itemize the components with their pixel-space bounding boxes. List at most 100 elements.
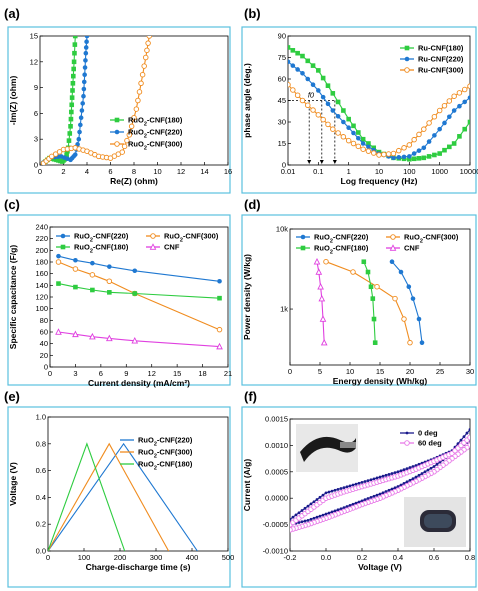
- panel-frame: [7, 26, 231, 194]
- panel-label: (c): [4, 197, 20, 212]
- data-point: [124, 137, 130, 144]
- data-point: [306, 504, 310, 508]
- data-point: [345, 505, 349, 508]
- data-point: [378, 492, 382, 496]
- photo-inset-bent: [296, 424, 358, 472]
- x-tick-label: -0.2: [284, 553, 297, 562]
- y-tick-label: 140: [35, 281, 48, 290]
- data-point: [378, 475, 382, 479]
- y-tick-label: 100: [35, 304, 48, 313]
- panel-6: (f) -0.2 0.0 0.2 0.4 0.6 0.8 -0.0010 -0.0005 0.00…: [241, 389, 477, 588]
- x-tick-label: 6: [108, 167, 112, 176]
- series-ruo2-cnf-300-: [48, 442, 170, 551]
- data-point: [51, 156, 57, 162]
- data-point: [300, 520, 304, 524]
- data-point: [316, 68, 321, 73]
- data-point: [339, 487, 343, 490]
- photo-inset-rolled: [404, 497, 466, 547]
- data-point: [323, 258, 329, 265]
- data-point: [426, 120, 432, 126]
- plot-series: [40, 36, 153, 165]
- data-point: [411, 156, 417, 162]
- series-ruo2-cnf-180-: [48, 442, 126, 551]
- data-point: [217, 295, 222, 301]
- data-point: [56, 281, 61, 286]
- y-tick-label: 80: [40, 316, 48, 325]
- y-tick-label: 9: [34, 83, 38, 92]
- legend: RuO2-CNF(180)RuO2-CNF(220)RuO2-CNF(300): [110, 116, 183, 152]
- data-point: [107, 290, 112, 295]
- data-point: [330, 126, 336, 132]
- data-point: [144, 47, 150, 54]
- x-tick-label: 0: [288, 367, 292, 376]
- legend-entry: RuO2-CNF(220): [128, 128, 183, 140]
- data-point: [77, 129, 82, 135]
- data-point: [315, 515, 319, 519]
- x-tick-label: 0: [38, 167, 42, 176]
- series-line: [391, 261, 423, 343]
- data-point: [348, 504, 352, 507]
- series-line: [58, 261, 220, 331]
- data-point: [391, 155, 396, 161]
- x-tick-label: 200: [114, 553, 127, 562]
- data-point: [69, 102, 75, 108]
- data-point: [357, 481, 361, 485]
- legend-entry: Ru-CNF(180): [418, 44, 464, 53]
- data-point: [146, 36, 153, 39]
- data-point: [327, 511, 331, 515]
- data-point: [376, 152, 382, 158]
- legend-entry: RuO2-CNF(220): [314, 233, 369, 245]
- legend-marker: [300, 245, 306, 251]
- y-tick-label: 12: [30, 57, 38, 66]
- legend-marker: [389, 244, 397, 251]
- data-point: [78, 122, 83, 128]
- y-tick-label: 0: [44, 363, 48, 372]
- plot-series: [313, 257, 425, 346]
- panel-3: (c)0 3 6 9 12 15 18 210204060801001201401601802…: [4, 197, 232, 388]
- y-tick-label: 0.8: [36, 439, 46, 448]
- panel-frame: [7, 406, 231, 588]
- data-point: [56, 253, 61, 259]
- x-tick-label: 8: [132, 167, 136, 176]
- data-point: [318, 495, 322, 499]
- data-point: [303, 519, 307, 523]
- data-point: [468, 428, 470, 431]
- data-point: [375, 476, 379, 480]
- legend-marker: [60, 233, 66, 239]
- data-point: [309, 517, 313, 521]
- x-tick-label: 300: [150, 553, 163, 562]
- data-point: [216, 326, 223, 333]
- data-point: [447, 144, 452, 150]
- data-point: [401, 145, 407, 151]
- data-point: [390, 150, 397, 157]
- data-point: [345, 485, 349, 489]
- data-point: [370, 150, 377, 156]
- data-point: [324, 512, 328, 516]
- data-point: [406, 284, 412, 290]
- data-point: [345, 137, 352, 144]
- data-point: [435, 462, 439, 466]
- data-point: [290, 63, 296, 68]
- data-point: [416, 148, 422, 153]
- data-point: [381, 474, 385, 478]
- data-point: [81, 79, 87, 85]
- data-point: [372, 340, 378, 345]
- data-point: [106, 278, 113, 285]
- data-point: [78, 115, 84, 120]
- x-tick-label: 0: [46, 553, 50, 562]
- f0-annotation: f0: [308, 91, 315, 100]
- data-point: [467, 434, 470, 441]
- y-tick-label: 15: [278, 139, 286, 148]
- data-point: [294, 513, 298, 517]
- data-point: [315, 268, 323, 275]
- data-point: [457, 134, 462, 139]
- data-point: [320, 338, 328, 346]
- y-tick-label: 75: [278, 53, 286, 62]
- data-point: [407, 156, 412, 162]
- data-point: [361, 259, 367, 265]
- legend-entry: RuO2-CNF(300): [128, 140, 183, 152]
- data-point: [330, 108, 336, 113]
- y-tick-label: 180: [35, 258, 48, 267]
- data-point: [410, 296, 416, 301]
